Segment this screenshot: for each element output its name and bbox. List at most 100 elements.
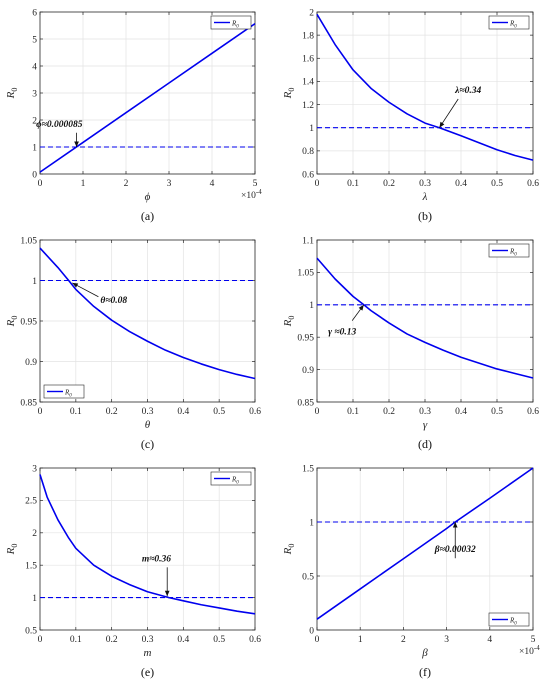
x-tick-label: 1 [81,179,86,189]
legend-label: R0 [231,476,239,486]
y-tick-label: 0.5 [25,626,37,636]
x-tick-label: 0 [315,179,320,189]
y-tick-label: 1.05 [297,269,314,279]
x-tick-label: 0.2 [106,635,118,645]
y-tick-label: 0.9 [302,366,314,376]
y-tick-label: 1 [309,124,314,134]
y-tick-label: 0.8 [302,147,314,157]
x-axis-label: m [144,647,152,659]
y-axis-label: R0 [5,88,19,100]
chart-panel-b: 0 0.1 0.2 0.3 0.4 0.5 0.6 0.6 0.8 1 1.2 1.4 1.6 1.8 2 λ… [282,8,539,223]
annotation-label: m≈0.36 [142,554,171,564]
y-tick-label: 0.95 [20,317,37,327]
y-tick-label: 0.85 [297,398,314,408]
y-tick-label: 0.6 [302,170,314,180]
y-tick-label: 1.5 [302,464,314,474]
y-axis-label: R0 [5,316,19,328]
x-tick-label: 0.1 [347,179,359,189]
x-tick-label: 0.4 [455,407,467,417]
x-tick-label: 0.2 [383,407,395,417]
x-tick-label: 4 [210,179,215,189]
legend-label: R0 [509,248,517,258]
x-tick-label: 5 [531,635,536,645]
x-exponent-base: ×10 [519,647,534,657]
legend-box [210,471,252,486]
y-axis-label-main: R [5,547,17,555]
x-tick-label: 0.5 [213,635,225,645]
legend: R0 [488,15,530,30]
x-tick-label: 0.1 [70,635,82,645]
y-tick-label: 1.5 [25,562,37,572]
annotation-arrow-head [439,121,445,128]
y-tick-label: 1.4 [302,78,314,88]
annotation-arrow-head [452,522,458,528]
y-tick-label: 2 [32,529,37,539]
x-tick-label: 0.5 [213,407,225,417]
y-tick-label: 2 [32,116,37,126]
annotation-arrow-head [164,590,170,597]
x-exponent-power: -4 [256,188,262,196]
y-tick-label: 1 [32,143,37,153]
y-tick-label: 1.8 [302,31,314,41]
y-tick-label: 1 [32,277,37,287]
y-tick-label: 1.6 [302,55,314,65]
x-tick-label: 0.1 [70,407,82,417]
legend-label-main: R [509,617,515,625]
series-line-r0 [316,257,534,379]
x-axis-label: γ [423,419,428,431]
legend-box [43,384,85,399]
panel-caption: (a) [141,209,154,223]
series-line-r0 [39,474,256,615]
annotation-arrow-head [72,282,79,288]
y-axis-label-sub: 0 [287,88,296,92]
y-tick-label: 1 [309,518,314,528]
legend-box [210,15,252,30]
x-exponent-label: ×10-4 [241,188,262,201]
x-tick-label: 0.2 [106,407,118,417]
legend-label-main: R [509,248,515,256]
y-tick-label: 0.95 [297,334,314,344]
y-axis-label-sub: 0 [287,544,296,548]
y-axis-label: R0 [282,544,296,556]
x-tick-label: 3 [167,179,172,189]
legend-label: R0 [509,617,517,627]
x-tick-label: 0.5 [491,407,503,417]
legend-label-sub: 0 [514,25,517,30]
chart-panel-e: 0 0.1 0.2 0.3 0.4 0.5 0.60.511.522.53mR0m≈0.36… [5,464,261,679]
legend-box [488,15,530,30]
y-axis-label-main: R [282,547,294,555]
x-tick-label: 0 [38,635,43,645]
y-tick-label: 3 [32,89,37,99]
series-line-r0 [39,22,256,173]
annotation-label: λ≈0.34 [454,86,481,96]
y-axis-label-main: R [5,91,17,99]
x-tick-label: 0.4 [177,635,189,645]
y-tick-label: 0.5 [302,572,314,582]
x-axis-label: λ [422,191,428,203]
y-tick-label: 1.1 [302,236,314,246]
y-tick-label: 5 [32,35,37,45]
axes-box [316,467,534,631]
annotation-arrow-head [358,304,364,311]
x-exponent-base: ×10 [241,191,256,201]
y-tick-label: 3 [32,464,37,474]
x-axis-label: ϕ [145,191,151,203]
y-tick-label: 1.2 [302,101,314,111]
x-tick-label: 0.6 [249,407,261,417]
x-tick-label: 0.1 [347,407,359,417]
legend-label-main: R [231,476,237,484]
annotation-label: β≈0.00032 [434,545,476,555]
y-axis-label-sub: 0 [10,544,19,548]
legend-label-sub: 0 [514,622,517,627]
annotation-label: ϕ≈0.000085 [36,120,83,130]
x-tick-label: 0 [315,407,320,417]
x-tick-label: 0 [38,407,43,417]
y-axis-label-main: R [5,319,17,327]
legend-label-main: R [231,20,237,28]
y-axis-label: R0 [5,544,19,556]
x-tick-label: 0.6 [527,179,539,189]
y-tick-label: 1.05 [20,236,37,246]
panel-caption: (e) [141,665,154,679]
